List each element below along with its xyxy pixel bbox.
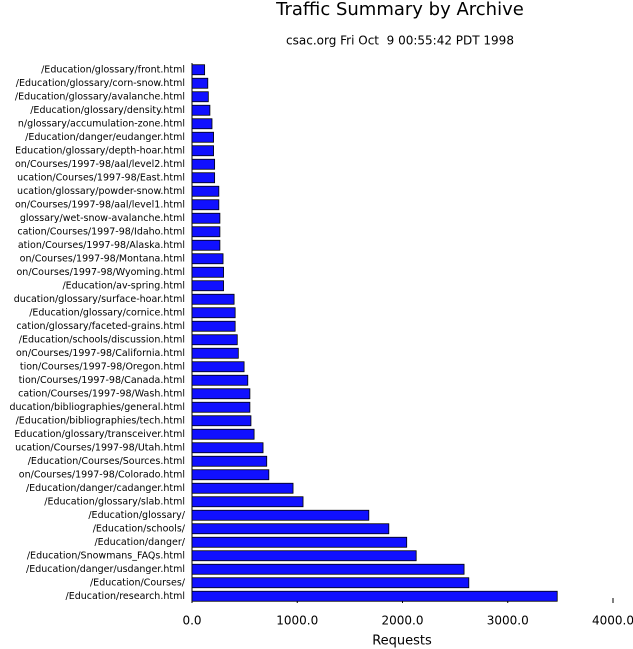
y-tick-label: /Education/research.html bbox=[66, 591, 185, 602]
bar bbox=[191, 280, 224, 292]
y-tick-label: on/Courses/1997-98/Montana.html bbox=[20, 253, 185, 264]
bar bbox=[191, 320, 236, 332]
bar bbox=[191, 455, 268, 467]
y-tick-label: ucation/glossary/powder-snow.html bbox=[17, 186, 185, 197]
y-tick-label: /Education/danger/cadanger.html bbox=[26, 483, 185, 494]
bar bbox=[191, 590, 558, 602]
y-tick-label: /Education/Courses/Sources.html bbox=[28, 456, 185, 467]
y-tick-label: cation/Courses/1997-98/Idaho.html bbox=[17, 226, 185, 237]
y-tick-label: ation/Courses/1997-98/Alaska.html bbox=[18, 240, 185, 251]
y-tick-label: ducation/bibliographies/general.html bbox=[10, 402, 186, 413]
y-tick-label: /Education/glossary/ bbox=[88, 510, 185, 521]
bar bbox=[191, 374, 249, 386]
x-tick-label: 0.0 bbox=[182, 614, 201, 628]
y-tick-label: /Education/glossary/avalanche.html bbox=[15, 91, 185, 102]
bar bbox=[191, 307, 236, 319]
y-tick-label: tion/Courses/1997-98/Canada.html bbox=[19, 375, 185, 386]
y-tick-label: cation/glossary/faceted-grains.html bbox=[16, 321, 185, 332]
bar bbox=[191, 293, 235, 305]
bar bbox=[191, 131, 214, 143]
y-tick-label: /Education/schools/discussion.html bbox=[19, 334, 185, 345]
y-tick-label: on/Courses/1997-98/aal/level2.html bbox=[15, 159, 185, 170]
y-tick-label: Education/glossary/transceiver.html bbox=[14, 429, 185, 440]
chart-title: Traffic Summary by Archive bbox=[275, 0, 524, 20]
y-tick-label: /Education/schools/ bbox=[93, 523, 186, 534]
bar bbox=[191, 482, 294, 494]
bar bbox=[191, 253, 224, 265]
y-tick-label: on/Courses/1997-98/aal/level1.html bbox=[15, 199, 185, 210]
y-tick-label: /Education/danger/ bbox=[94, 537, 185, 548]
bar bbox=[191, 563, 465, 575]
bar bbox=[191, 442, 264, 454]
bar bbox=[191, 172, 216, 184]
bar bbox=[191, 550, 417, 562]
bar bbox=[191, 428, 255, 440]
bar bbox=[191, 347, 239, 359]
x-axis-title: Requests bbox=[372, 634, 432, 649]
bar bbox=[191, 509, 370, 521]
y-tick-label: n/glossary/accumulation-zone.html bbox=[18, 118, 185, 129]
y-tick-label: glossary/wet-snow-avalanche.html bbox=[20, 213, 185, 224]
chart-subtitle: csac.org Fri Oct 9 00:55:42 PDT 1998 bbox=[286, 34, 514, 48]
bar bbox=[191, 91, 209, 103]
bar bbox=[191, 388, 251, 400]
y-tick-label: /Education/av-spring.html bbox=[62, 280, 185, 291]
y-tick-label: Education/glossary/depth-hoar.html bbox=[15, 145, 185, 156]
y-tick-label: /Education/Snowmans_FAQs.html bbox=[27, 550, 185, 561]
y-tick-label: /Education/bibliographies/tech.html bbox=[16, 415, 185, 426]
bar bbox=[191, 64, 206, 76]
bar bbox=[191, 104, 211, 116]
y-tick-label: on/Courses/1997-98/California.html bbox=[16, 348, 185, 359]
bar bbox=[191, 415, 252, 427]
bar bbox=[191, 185, 220, 197]
y-tick-label: /Education/danger/eudanger.html bbox=[25, 132, 185, 143]
y-tick-label: on/Courses/1997-98/Colorado.html bbox=[19, 469, 185, 480]
x-tick-label: 4000.0 bbox=[592, 614, 633, 628]
bar bbox=[191, 266, 224, 278]
y-tick-label: on/Courses/1997-98/Wyoming.html bbox=[16, 267, 185, 278]
y-tick-label: /Education/glossary/density.html bbox=[30, 105, 185, 116]
bar bbox=[191, 469, 270, 481]
y-tick-label: cation/Courses/1997-98/Wash.html bbox=[18, 388, 185, 399]
bar bbox=[191, 77, 209, 89]
bar bbox=[191, 334, 238, 346]
y-tick-label: /Education/Courses/ bbox=[90, 577, 186, 588]
bar bbox=[191, 226, 221, 238]
y-tick-label: /Education/glossary/corn-snow.html bbox=[16, 78, 185, 89]
y-tick-label: /Education/glossary/front.html bbox=[41, 64, 185, 75]
bar bbox=[191, 158, 216, 170]
y-tick-label: tion/Courses/1997-98/Oregon.html bbox=[20, 361, 185, 372]
bar bbox=[191, 361, 245, 373]
x-tick-label: 1000.0 bbox=[276, 614, 318, 628]
y-tick-label: /Education/glossary/slab.html bbox=[44, 496, 185, 507]
y-tick-label: ucation/Courses/1997-98/East.html bbox=[17, 172, 185, 183]
bar bbox=[191, 577, 470, 589]
bar bbox=[191, 199, 220, 211]
bar bbox=[191, 536, 408, 548]
bar bbox=[191, 523, 390, 535]
x-tick-label: 2000.0 bbox=[382, 614, 424, 628]
y-tick-label: /Education/glossary/cornice.html bbox=[29, 307, 185, 318]
bar bbox=[191, 212, 221, 224]
bar bbox=[191, 496, 304, 508]
x-tick-label: 3000.0 bbox=[487, 614, 529, 628]
y-tick-label: ucation/Courses/1997-98/Utah.html bbox=[15, 442, 185, 453]
bar bbox=[191, 118, 213, 130]
y-tick-label: ducation/glossary/surface-hoar.html bbox=[14, 294, 185, 305]
bar bbox=[191, 239, 221, 251]
bar bbox=[191, 401, 251, 413]
bar bbox=[191, 145, 214, 157]
y-tick-label: /Education/danger/usdanger.html bbox=[26, 564, 185, 575]
